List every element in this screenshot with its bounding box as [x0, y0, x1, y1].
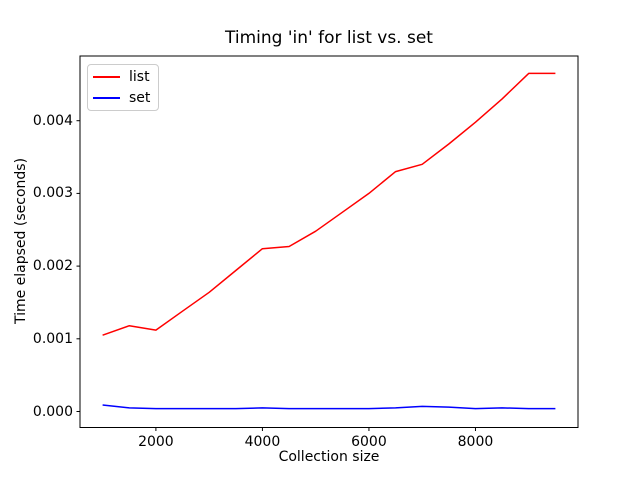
y-tick-label: 0.004 — [32, 112, 73, 129]
x-tick-label: 6000 — [351, 433, 387, 450]
x-axis-label: Collection size — [278, 449, 380, 465]
y-tick-label: 0.002 — [32, 258, 73, 275]
legend-item-set: set — [93, 88, 152, 109]
chart-title: Timing 'in' for list vs. set — [225, 28, 433, 48]
legend: list set — [87, 64, 159, 111]
set-line-swatch — [93, 96, 120, 99]
list-line-swatch — [93, 76, 120, 79]
x-tick-label: 4000 — [244, 433, 281, 450]
legend-label-list: list — [129, 69, 150, 86]
x-tick-label: 8000 — [457, 433, 494, 450]
legend-item-list: list — [93, 67, 152, 88]
y-axis-label: Time elapsed (seconds) — [13, 157, 29, 325]
x-tick-label: 2000 — [138, 433, 174, 450]
y-tick-label: 0.000 — [32, 403, 73, 420]
y-tick-label: 0.003 — [32, 185, 73, 202]
legend-label-set: set — [129, 89, 151, 106]
y-tick-label: 0.001 — [32, 330, 73, 347]
